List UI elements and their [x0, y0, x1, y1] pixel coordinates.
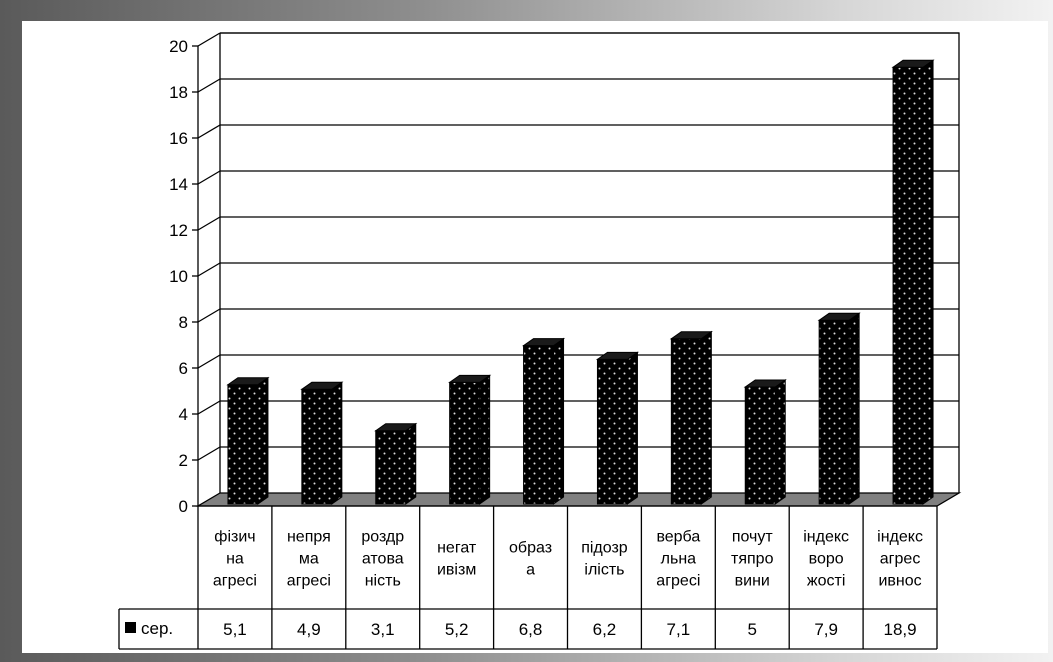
bar-side: [922, 59, 934, 505]
data-value-label: 5: [748, 620, 757, 639]
legend-label: сер.: [141, 619, 173, 638]
gridlines: [197, 32, 959, 461]
bar: [743, 379, 787, 505]
bar-top: [743, 379, 787, 388]
category-label: індекс воро жості: [803, 529, 849, 590]
bar: [300, 381, 344, 505]
gridline-side: [197, 32, 221, 47]
bar-top: [226, 377, 270, 386]
y-tick-label: 14: [169, 175, 188, 194]
bar-side: [774, 379, 786, 505]
gridline-side: [197, 446, 221, 461]
bar-front: [301, 388, 333, 505]
bar-top: [891, 59, 935, 68]
bar-side: [257, 376, 269, 505]
bar-top: [448, 374, 492, 383]
bar-side: [626, 351, 638, 505]
y-tick-label: 6: [179, 359, 188, 378]
bar-front: [818, 319, 850, 505]
gridline-side: [197, 124, 221, 139]
bar-front: [892, 66, 924, 505]
bar-top: [817, 312, 861, 321]
data-value-label: 7,9: [814, 620, 838, 639]
bar-front: [227, 384, 259, 505]
data-table: сер. фізич на агресі 5,1 непря ма агресі 4,9 розд…: [118, 505, 938, 650]
bar-side: [479, 374, 491, 505]
category-label: індекс агрес ивнос: [877, 529, 923, 590]
gridline-side: [197, 170, 221, 185]
bar: [891, 59, 935, 505]
gridline-side: [197, 354, 221, 369]
category-label: непря ма агресі: [287, 529, 331, 590]
bar: [817, 312, 861, 505]
bar-side: [553, 337, 565, 505]
legend-key: [125, 622, 136, 633]
category-label: негат ивізм: [437, 540, 477, 579]
bar-front: [449, 381, 481, 505]
column-chart: 0 2 4 6 8 10 12 14 16 18 20 сер. фізич на агресі 5,1 не…: [118, 32, 962, 650]
chart-area: 0 2 4 6 8 10 12 14 16 18 20 сер. фізич на агресі 5,1 не…: [22, 21, 1048, 653]
bar-front: [523, 345, 555, 505]
gridline-side: [197, 216, 221, 231]
data-value-label: 5,1: [223, 620, 247, 639]
bar-top: [521, 338, 566, 347]
bar-front: [596, 358, 628, 505]
bar-top: [595, 351, 640, 360]
y-tick-label: 20: [169, 37, 188, 56]
bar-front: [375, 430, 407, 505]
gridline-side: [197, 308, 221, 323]
bar: [374, 422, 418, 505]
data-value-label: 7,1: [667, 620, 691, 639]
gridline-side: [197, 78, 221, 93]
data-value-label: 3,1: [371, 620, 395, 639]
category-label: верба льна агресі: [656, 529, 700, 590]
data-value-label: 5,2: [445, 620, 469, 639]
bars: [226, 59, 935, 505]
bar-front: [670, 338, 702, 505]
y-tick-label: 16: [169, 129, 188, 148]
bar-side: [848, 312, 860, 505]
bar-side: [405, 422, 417, 505]
y-tick-label: 8: [179, 313, 188, 332]
gridline-side: [197, 262, 221, 277]
y-axis: 0 2 4 6 8 10 12 14 16 18 20: [169, 37, 199, 516]
category-label: образ а: [509, 540, 552, 579]
category-label: фізич на агресі: [213, 529, 257, 590]
bar: [448, 374, 492, 505]
bar-top: [300, 381, 344, 390]
y-tick-label: 10: [169, 267, 188, 286]
data-value-label: 6,2: [593, 620, 617, 639]
category-label: роздр атова ність: [361, 529, 404, 590]
y-tick-label: 18: [169, 83, 188, 102]
y-tick-label: 12: [169, 221, 188, 240]
bar: [595, 351, 640, 505]
category-label: почут тяпро вини: [731, 529, 774, 590]
y-tick-label: 0: [179, 497, 188, 516]
y-tick-label: 2: [179, 451, 188, 470]
bar: [521, 337, 566, 505]
data-value-label: 6,8: [519, 620, 543, 639]
y-tick-label: 4: [179, 405, 188, 424]
bar-side: [700, 330, 712, 505]
bar-side: [331, 381, 343, 505]
gridline-side: [197, 400, 221, 415]
bar-top: [669, 331, 713, 340]
data-value-label: 4,9: [297, 620, 321, 639]
bar: [226, 376, 270, 505]
category-label: підозр ілість: [581, 540, 628, 579]
bar-front: [744, 386, 776, 505]
bar-top: [374, 423, 418, 432]
bar: [669, 330, 713, 505]
data-value-label: 18,9: [884, 620, 917, 639]
